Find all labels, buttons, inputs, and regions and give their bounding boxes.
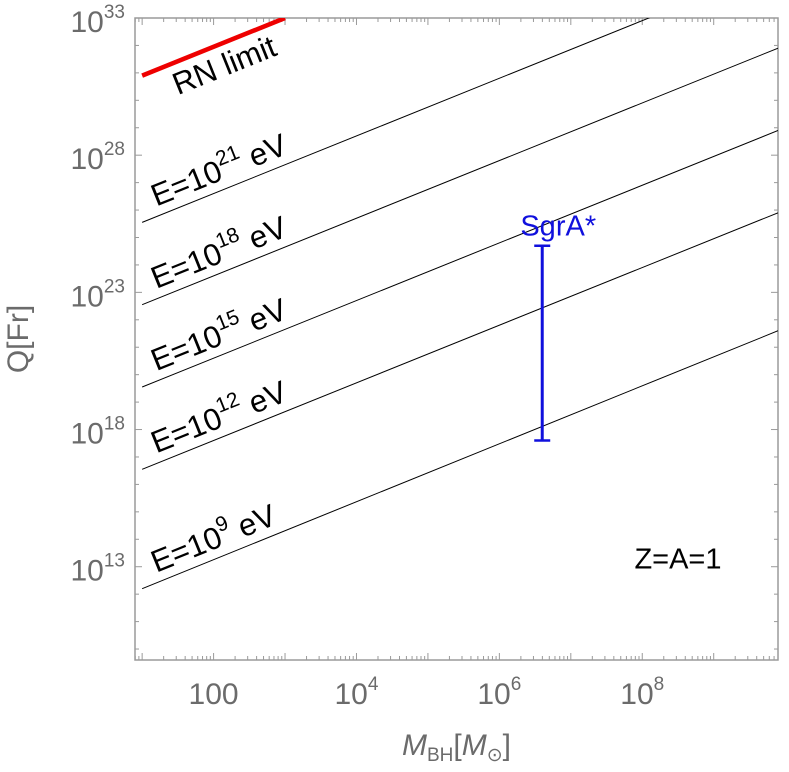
x-ticks: 100 104 106 108 [134, 18, 775, 711]
y-tick-label: 1023 [70, 276, 125, 313]
x-axis-label-unit-var: M [462, 729, 487, 762]
rn-limit-line [141, 18, 286, 78]
series-lines [141, 18, 778, 590]
y-tick-label: 1028 [70, 139, 125, 176]
y-ticks: 1013 1018 1023 1028 1033 [70, 2, 778, 650]
x-axis-label-unit-sub: ⊙ [487, 745, 503, 766]
x-axis-label-var: M [402, 729, 427, 762]
plot-frame [134, 17, 779, 661]
error-bar-label: SgrA* [520, 211, 596, 243]
x-axis-label: MBH[M⊙] [402, 729, 511, 766]
energy-line [141, 18, 651, 223]
energy-line [141, 212, 778, 470]
energy-line [141, 130, 778, 388]
x-tick-label: 100 [189, 678, 239, 711]
x-tick-label: 108 [620, 674, 664, 711]
x-axis-label-open: [ [453, 729, 462, 762]
rn-limit-label: RN limit [167, 29, 281, 102]
error-bar-sgra: SgrA* [520, 211, 596, 442]
energy-line-label: E=109 eV [144, 494, 281, 580]
energy-line-label: E=1012 eV [144, 370, 292, 460]
x-axis-label-sub: BH [427, 745, 453, 766]
x-tick-label: 104 [335, 674, 379, 711]
x-axis-label-close: ] [503, 729, 511, 762]
energy-line-label: E=1015 eV [144, 288, 292, 378]
annotations: Z=A=1 [634, 543, 721, 575]
y-tick-label: 1033 [70, 2, 125, 39]
energy-line [141, 47, 778, 306]
y-axis-label: Q[Fr] [2, 305, 35, 373]
y-tick-label: 1018 [70, 414, 125, 451]
y-tick-label: 1013 [70, 551, 125, 588]
x-tick-label: 106 [477, 674, 521, 711]
energy-line-label: E=1018 eV [144, 206, 292, 296]
series-labels: RN limit E=1021 eVE=1018 eVE=1015 eVE=101… [144, 29, 292, 580]
annotation-z-a: Z=A=1 [634, 543, 721, 575]
energy-line-label: E=1021 eV [144, 123, 292, 213]
energy-line [141, 330, 778, 590]
